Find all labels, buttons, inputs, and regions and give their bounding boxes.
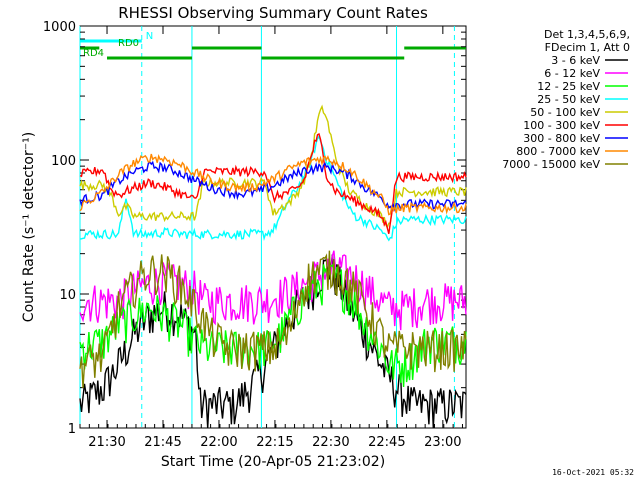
x-tick-label-6: 23:00 xyxy=(424,435,461,450)
legend-header-1: FDecim 1, Att 0 xyxy=(545,41,630,54)
legend-label-3: 25 - 50 keV xyxy=(537,93,600,106)
series-line-4 xyxy=(79,104,467,230)
annotation-label-rd0: RD0 xyxy=(118,38,139,49)
series-line-6 xyxy=(79,160,467,212)
legend-label-4: 50 - 100 keV xyxy=(530,106,600,119)
annotation-label-rd4: RD4 xyxy=(83,48,104,59)
legend-label-8: 7000 - 15000 keV xyxy=(502,158,600,171)
series-line-8 xyxy=(79,250,467,389)
y-tick-label-1: 10 xyxy=(59,288,76,303)
y-tick-label-2: 100 xyxy=(51,154,76,169)
legend-label-0: 3 - 6 keV xyxy=(551,54,600,67)
y-tick-label-3: 1000 xyxy=(43,20,76,35)
series-line-7 xyxy=(79,153,467,216)
series-line-3 xyxy=(79,134,467,242)
plot-frame xyxy=(79,25,467,429)
legend-label-6: 300 - 800 keV xyxy=(523,132,600,145)
x-tick-label-0: 21:30 xyxy=(88,435,125,450)
x-tick-label-3: 22:15 xyxy=(256,435,293,450)
x-tick-label-1: 21:45 xyxy=(144,435,181,450)
footer-timestamp: 16-Oct-2021 05:32 xyxy=(552,468,634,477)
annotation-label-n: N xyxy=(146,31,153,42)
y-axis-label: Count Rate (s⁻¹ detector⁻¹) xyxy=(21,132,37,322)
legend-label-1: 6 - 12 keV xyxy=(544,67,600,80)
x-tick-label-5: 22:45 xyxy=(368,435,405,450)
chart-title: RHESSI Observing Summary Count Rates xyxy=(118,4,428,22)
y-tick-label-0: 1 xyxy=(68,422,76,437)
series-line-5 xyxy=(79,133,467,234)
series-line-0 xyxy=(79,254,467,429)
x-tick-label-2: 22:00 xyxy=(200,435,237,450)
x-tick-label-4: 22:30 xyxy=(312,435,349,450)
series-line-2 xyxy=(79,261,467,388)
legend-label-7: 800 - 7000 keV xyxy=(516,145,600,158)
legend-header-0: Det 1,3,4,5,6,9, xyxy=(544,28,630,41)
x-axis-label: Start Time (20-Apr-05 21:23:02) xyxy=(161,454,385,470)
legend-label-2: 12 - 25 keV xyxy=(537,80,600,93)
legend-label-5: 100 - 300 keV xyxy=(523,119,600,132)
